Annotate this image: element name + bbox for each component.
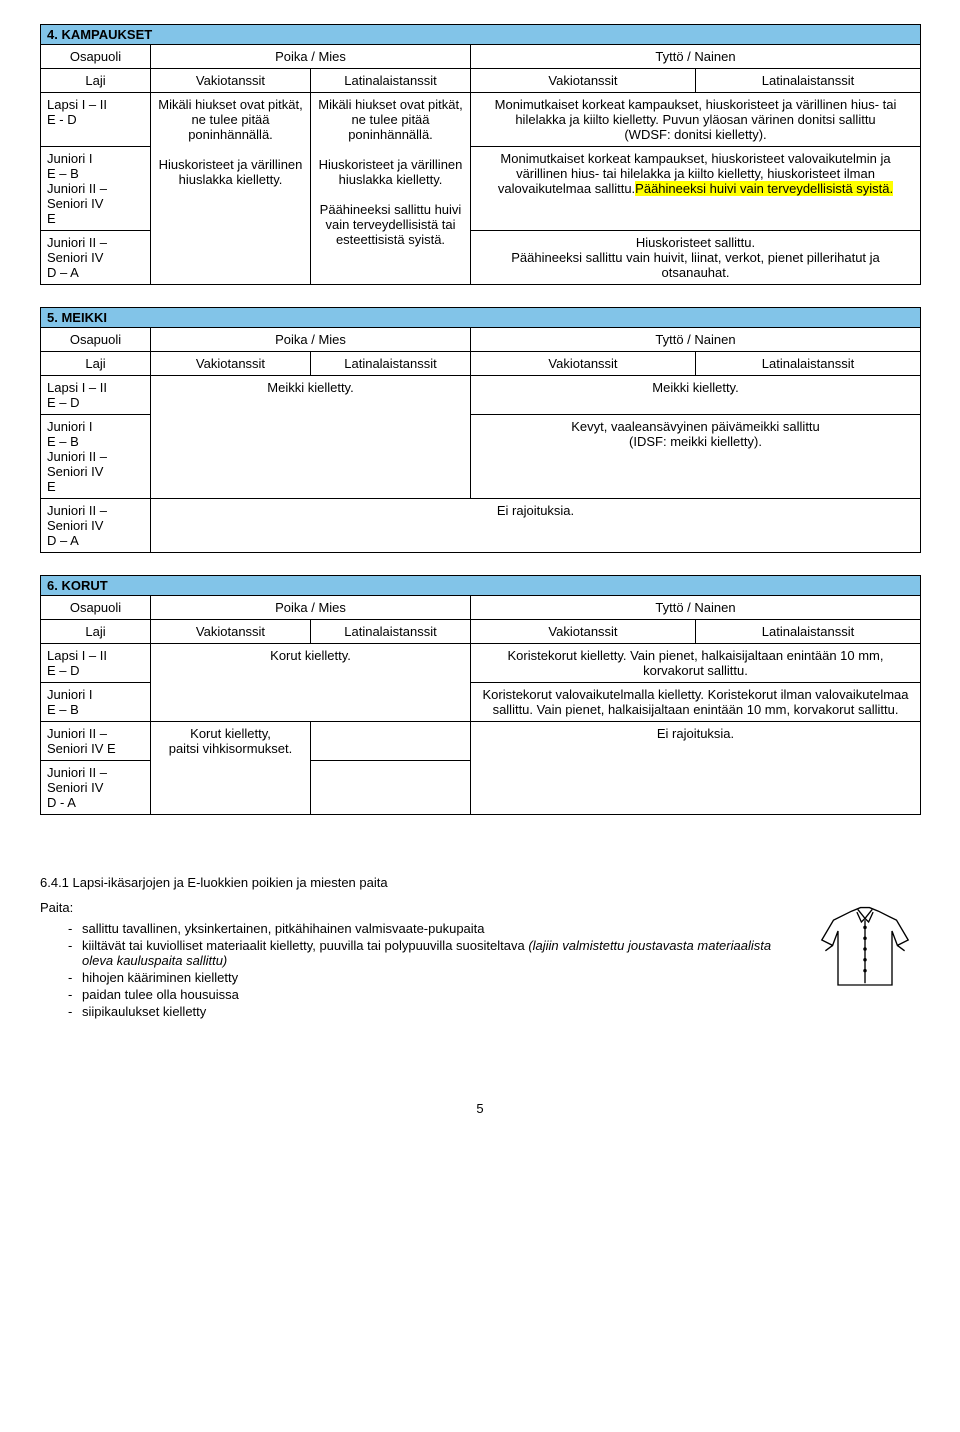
col-vakio-boy: Vakiotanssit: [151, 620, 311, 644]
kampaukset-table: 4. KAMPAUKSET Osapuoli Poika / Mies Tytt…: [40, 24, 921, 285]
paita-secnum: 6.4.1 Lapsi-ikäsarjojen ja E-luokkien po…: [40, 875, 920, 890]
txt: Juniori I E – B Juniori II – Seniori IV …: [47, 151, 107, 226]
txt: Lapsi I – II E – D: [47, 648, 107, 678]
row-senE: Juniori II – Seniori IV E: [41, 722, 151, 761]
ei-rajoituksia: Ei rajoituksia.: [471, 722, 921, 815]
txt: Juniori I E – B Juniori II – Seniori IV …: [47, 419, 107, 494]
row-lapsi: Lapsi I – II E – D: [41, 644, 151, 683]
txt: Meikki kielletty.: [652, 380, 738, 395]
col-osapuoli: Osapuoli: [41, 328, 151, 352]
txt: Korut kielletty, paitsi vihkisormukset.: [169, 726, 293, 756]
txt: Kevyt, vaaleansävyinen päivämeikki salli…: [571, 419, 820, 449]
korut-table: 6. KORUT Osapuoli Poika / Mies Tyttö / N…: [40, 575, 921, 815]
col-osapuoli: Osapuoli: [41, 45, 151, 69]
txt: Juniori II – Seniori IV D – A: [47, 503, 107, 548]
txt: Juniori II – Seniori IV E: [47, 726, 116, 756]
list-item: hihojen kääriminen kielletty: [68, 970, 920, 985]
txt: Korut kielletty.: [270, 648, 351, 663]
col-latin-girl: Latinalaistanssit: [696, 69, 921, 93]
col-osapuoli: Osapuoli: [41, 596, 151, 620]
col-latin-boy: Latinalaistanssit: [311, 620, 471, 644]
girl-row2: Monimutkaiset korkeat kampaukset, hiusko…: [471, 147, 921, 231]
ei-rajoituksia: Ei rajoituksia.: [151, 499, 921, 553]
txt: Ei rajoituksia.: [657, 726, 734, 741]
row-lapsi: Lapsi I – II E – D: [41, 376, 151, 415]
txt: Koristekorut kielletty. Vain pienet, hal…: [508, 648, 884, 678]
boy-kielletty: Meikki kielletty.: [151, 376, 471, 499]
col-latin-boy: Latinalaistanssit: [311, 69, 471, 93]
row-juniori1: Juniori I E – B Juniori II – Seniori IV …: [41, 147, 151, 231]
txt: Juniori II – Seniori IV D - A: [47, 765, 107, 810]
txt: kiiltävät tai kuviolliset materiaalit ki…: [82, 938, 528, 953]
txt: Juniori II – Seniori IV D – A: [47, 235, 107, 280]
txt: Mikäli hiukset ovat pitkät, ne tulee pit…: [318, 97, 463, 247]
txt: Lapsi I – II E – D: [47, 380, 107, 410]
girl-kielletty: Meikki kielletty.: [471, 376, 921, 415]
col-vakio-boy: Vakiotanssit: [151, 69, 311, 93]
col-laji: Laji: [41, 620, 151, 644]
txt: Hiuskoristeet sallittu. Päähineeksi sall…: [511, 235, 880, 280]
list-item: siipikaulukset kielletty: [68, 1004, 920, 1019]
group-tytto: Tyttö / Nainen: [471, 328, 921, 352]
group-tytto: Tyttö / Nainen: [471, 45, 921, 69]
girl-row3: Hiuskoristeet sallittu. Päähineeksi sall…: [471, 231, 921, 285]
group-poika: Poika / Mies: [151, 596, 471, 620]
col-laji: Laji: [41, 352, 151, 376]
list-item: paidan tulee olla housuissa: [68, 987, 920, 1002]
col-vakio-girl: Vakiotanssit: [471, 352, 696, 376]
page-number: 5: [40, 1101, 920, 1116]
col-vakio-girl: Vakiotanssit: [471, 69, 696, 93]
txt: Lapsi I – II E - D: [47, 97, 107, 127]
txt-hl: Päähineeksi huivi vain terveydellisistä …: [635, 181, 893, 196]
col-latin-boy: Latinalaistanssit: [311, 352, 471, 376]
row-juniori2: Juniori II – Seniori IV D – A: [41, 499, 151, 553]
col-vakio-girl: Vakiotanssit: [471, 620, 696, 644]
empty-cell: [311, 761, 471, 815]
row-juniori2: Juniori II – Seniori IV D – A: [41, 231, 151, 285]
boy-vihki: Korut kielletty, paitsi vihkisormukset.: [151, 722, 311, 815]
girl-row1: Koristekorut kielletty. Vain pienet, hal…: [471, 644, 921, 683]
paita-list: sallittu tavallinen, yksinkertainen, pit…: [40, 921, 920, 1019]
girl-row2: Kevyt, vaaleansävyinen päivämeikki salli…: [471, 415, 921, 499]
kampaukset-heading: 4. KAMPAUKSET: [41, 25, 921, 45]
col-laji: Laji: [41, 69, 151, 93]
boy-korut-kielletty: Korut kielletty.: [151, 644, 471, 722]
boy-vakio-cell: Mikäli hiukset ovat pitkät, ne tulee pit…: [151, 93, 311, 285]
col-latin-girl: Latinalaistanssit: [696, 620, 921, 644]
row-juniori1: Juniori I E – B Juniori II – Seniori IV …: [41, 415, 151, 499]
empty-cell: [311, 722, 471, 761]
txt: Koristekorut valovaikutelmalla kielletty…: [482, 687, 908, 717]
group-poika: Poika / Mies: [151, 328, 471, 352]
group-poika: Poika / Mies: [151, 45, 471, 69]
txt: Ei rajoituksia.: [497, 503, 574, 518]
paita-title: Paita:: [40, 900, 920, 915]
list-item: sallittu tavallinen, yksinkertainen, pit…: [68, 921, 920, 936]
col-vakio-boy: Vakiotanssit: [151, 352, 311, 376]
girl-row1: Monimutkaiset korkeat kampaukset, hiusko…: [471, 93, 921, 147]
girl-row2: Koristekorut valovaikutelmalla kielletty…: [471, 683, 921, 722]
col-latin-girl: Latinalaistanssit: [696, 352, 921, 376]
row-lapsi: Lapsi I – II E - D: [41, 93, 151, 147]
txt: Monimutkaiset korkeat kampaukset, hiusko…: [495, 97, 897, 142]
meikki-table: 5. MEIKKI Osapuoli Poika / Mies Tyttö / …: [40, 307, 921, 553]
txt: Meikki kielletty.: [267, 380, 353, 395]
paita-section: 6.4.1 Lapsi-ikäsarjojen ja E-luokkien po…: [40, 875, 920, 1021]
list-item: kiiltävät tai kuviolliset materiaalit ki…: [68, 938, 920, 968]
txt: Juniori I E – B: [47, 687, 93, 717]
boy-latin-cell: Mikäli hiukset ovat pitkät, ne tulee pit…: [311, 93, 471, 285]
group-tytto: Tyttö / Nainen: [471, 596, 921, 620]
row-juniori1: Juniori I E – B: [41, 683, 151, 722]
meikki-heading: 5. MEIKKI: [41, 308, 921, 328]
row-senDA: Juniori II – Seniori IV D - A: [41, 761, 151, 815]
txt: Mikäli hiukset ovat pitkät, ne tulee pit…: [158, 97, 303, 187]
korut-heading: 6. KORUT: [41, 576, 921, 596]
